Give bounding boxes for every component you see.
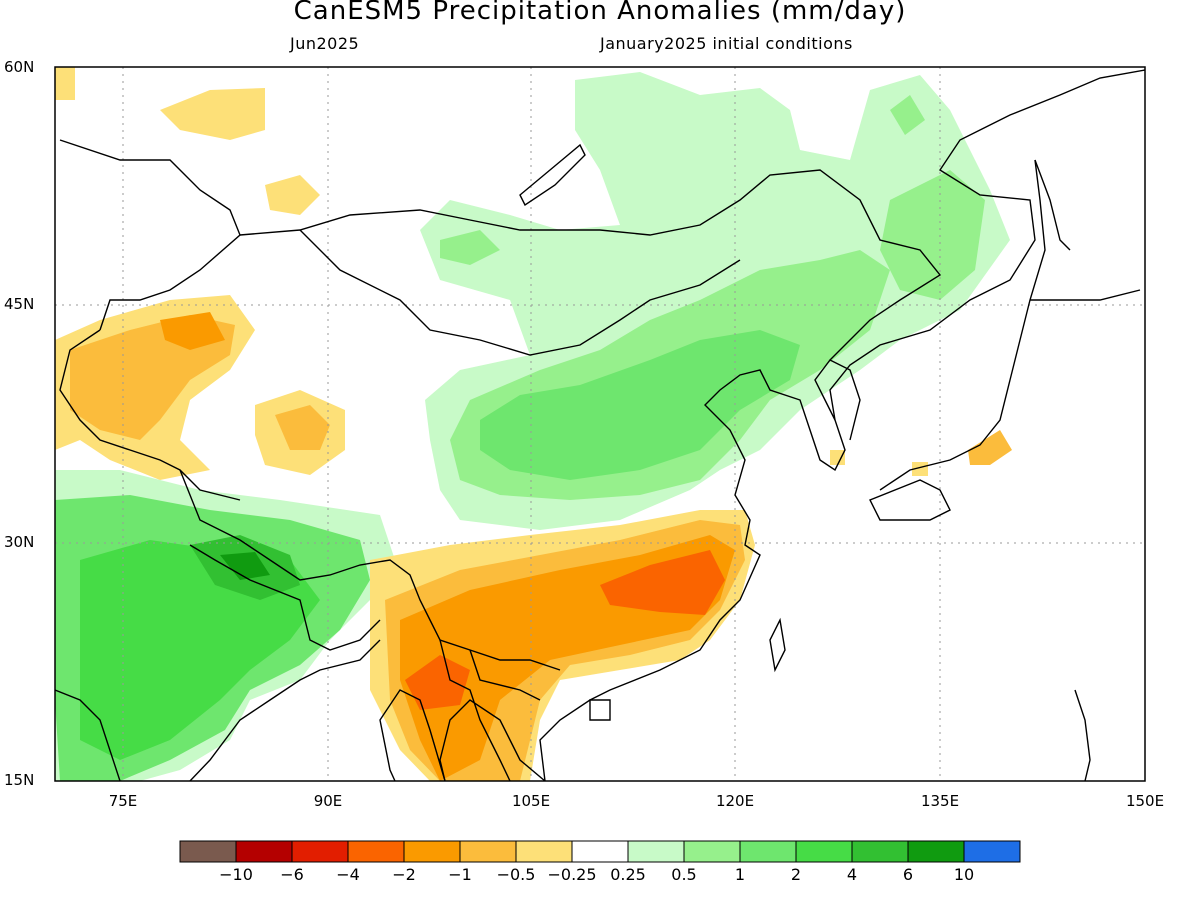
colorbar-box-12 [851, 840, 909, 863]
border-kazakhstan [59, 139, 241, 331]
colorbar-tick-label: 10 [953, 865, 975, 884]
lat-label-45n: 45N [4, 295, 35, 313]
colorbar-box-9 [683, 840, 741, 863]
wet-anomaly-siberia-ne [890, 95, 925, 135]
colorbar-box-5 [459, 840, 517, 863]
colorbar-tick-label: 2 [790, 865, 802, 884]
coastline-bay-of-bengal [189, 639, 446, 781]
border-mongolia [299, 229, 741, 356]
border-southeast-asia [439, 639, 541, 781]
colorbar-tick-label: −0.25 [547, 865, 597, 884]
dry-anomaly-siberia-west [160, 88, 265, 140]
dry-anomaly-kyushu [912, 462, 928, 476]
lon-label-150e: 150E [1125, 792, 1165, 810]
colorbar-tick-label: −10 [219, 865, 253, 884]
dry-anomaly-tibet-west-core [275, 405, 330, 450]
colorbar-tick-label: 0.25 [610, 865, 646, 884]
dry-anomaly-siberia-small [265, 175, 320, 215]
lon-label-105e: 105E [511, 792, 551, 810]
lat-label-30n: 30N [4, 533, 35, 551]
dry-anomaly-korea [830, 450, 845, 465]
border-central-asia [59, 329, 241, 501]
initial-conditions: January2025 initial conditions [600, 34, 853, 53]
colorbar-tick-label: 4 [846, 865, 858, 884]
colorbar-tick-label: 0.5 [671, 865, 697, 884]
colorbar-box-3 [347, 840, 405, 863]
colorbar-box-1 [235, 840, 293, 863]
border-himalaya [179, 469, 561, 671]
lat-label-15n: 15N [4, 771, 35, 789]
wet-anomaly-manchuria [880, 170, 985, 300]
dry-anomaly-japan [968, 430, 1012, 465]
colorbar-box-14 [963, 840, 1021, 863]
colorbar-tick-label: −4 [336, 865, 360, 884]
colorbar-box-0 [179, 840, 237, 863]
forecast-month: Jun2025 [290, 34, 360, 53]
dry-anomaly-yangtze [600, 550, 725, 615]
coastline-east-asia [539, 69, 1145, 781]
colorbar-box-11 [795, 840, 853, 863]
colorbar-box-4 [403, 840, 461, 863]
colorbar-box-2 [291, 840, 349, 863]
colorbar-box-13 [907, 840, 965, 863]
coastline-luzon [1074, 689, 1091, 781]
graticule [55, 67, 1145, 781]
colorbar-box-10 [739, 840, 797, 863]
colorbar-boxes [179, 840, 1021, 863]
coastline-korea [814, 359, 861, 441]
border-china-north [239, 169, 942, 361]
colorbar-tick-label: −6 [280, 865, 304, 884]
anomaly-field [55, 67, 1012, 781]
colorbar-box-8 [627, 840, 685, 863]
wet-anomaly-nepal-peak [220, 552, 270, 580]
coastline-hainan [589, 699, 611, 721]
wet-anomaly-lake-baikal [440, 230, 500, 265]
dry-anomaly-tien-shan [160, 312, 225, 350]
map-title: CanESM5 Precipitation Anomalies (mm/day) [293, 0, 907, 26]
coastline-taiwan [769, 617, 786, 673]
coastlines-borders [55, 69, 1145, 781]
colorbar-box-7 [571, 840, 629, 863]
lat-label-60n: 60N [4, 58, 35, 76]
coastline-lake-baikal [519, 143, 586, 207]
wet-anomaly-china-core [480, 330, 800, 480]
plot-frame [54, 66, 1146, 782]
coastline-indochina [439, 699, 546, 781]
dry-anomaly-northwest-corner [55, 67, 75, 100]
colorbar-tick-label: −0.5 [496, 865, 536, 884]
colorbar-box-6 [515, 840, 573, 863]
colorbar-tick-label: 6 [902, 865, 914, 884]
lon-label-135e: 135E [920, 792, 960, 810]
colorbar-tick-label: −1 [448, 865, 472, 884]
lon-label-75e: 75E [108, 792, 138, 810]
lon-label-90e: 90E [313, 792, 343, 810]
coastline-japan [869, 159, 1141, 521]
coastline-sakhalin [1034, 159, 1071, 251]
lon-label-120e: 120E [715, 792, 755, 810]
colorbar-tick-label: 1 [734, 865, 746, 884]
coastline-india-west [55, 689, 121, 781]
colorbar-tick-label: −2 [392, 865, 416, 884]
dry-anomaly-yunnan [405, 655, 470, 710]
border-india-nepal [189, 544, 381, 651]
